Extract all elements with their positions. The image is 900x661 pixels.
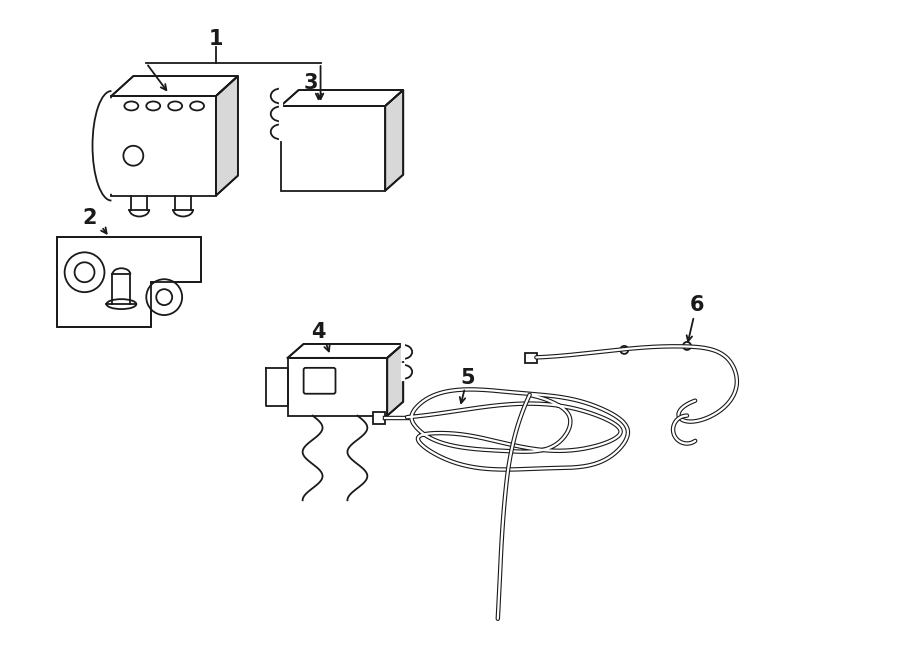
- Text: 5: 5: [461, 368, 475, 388]
- Text: 3: 3: [303, 73, 318, 93]
- Polygon shape: [216, 76, 238, 196]
- Bar: [525, 353, 536, 363]
- Bar: [288, 358, 387, 416]
- Polygon shape: [112, 76, 238, 96]
- Polygon shape: [281, 90, 403, 106]
- Text: 4: 4: [311, 322, 326, 342]
- Ellipse shape: [147, 102, 160, 110]
- Text: 2: 2: [82, 208, 97, 229]
- Ellipse shape: [106, 299, 136, 309]
- Bar: [112, 96, 216, 196]
- Ellipse shape: [168, 102, 182, 110]
- Polygon shape: [57, 237, 201, 327]
- Text: 6: 6: [689, 295, 704, 315]
- Circle shape: [123, 146, 143, 166]
- Polygon shape: [288, 344, 403, 358]
- Ellipse shape: [190, 102, 204, 110]
- Polygon shape: [385, 90, 403, 190]
- FancyBboxPatch shape: [303, 368, 336, 394]
- Circle shape: [75, 262, 94, 282]
- Circle shape: [147, 279, 182, 315]
- Polygon shape: [387, 344, 403, 416]
- Circle shape: [157, 289, 172, 305]
- Circle shape: [683, 342, 691, 350]
- Text: 1: 1: [209, 29, 223, 49]
- Circle shape: [65, 253, 104, 292]
- Bar: [374, 412, 385, 424]
- Circle shape: [620, 346, 628, 354]
- Bar: [281, 106, 385, 190]
- Ellipse shape: [124, 102, 139, 110]
